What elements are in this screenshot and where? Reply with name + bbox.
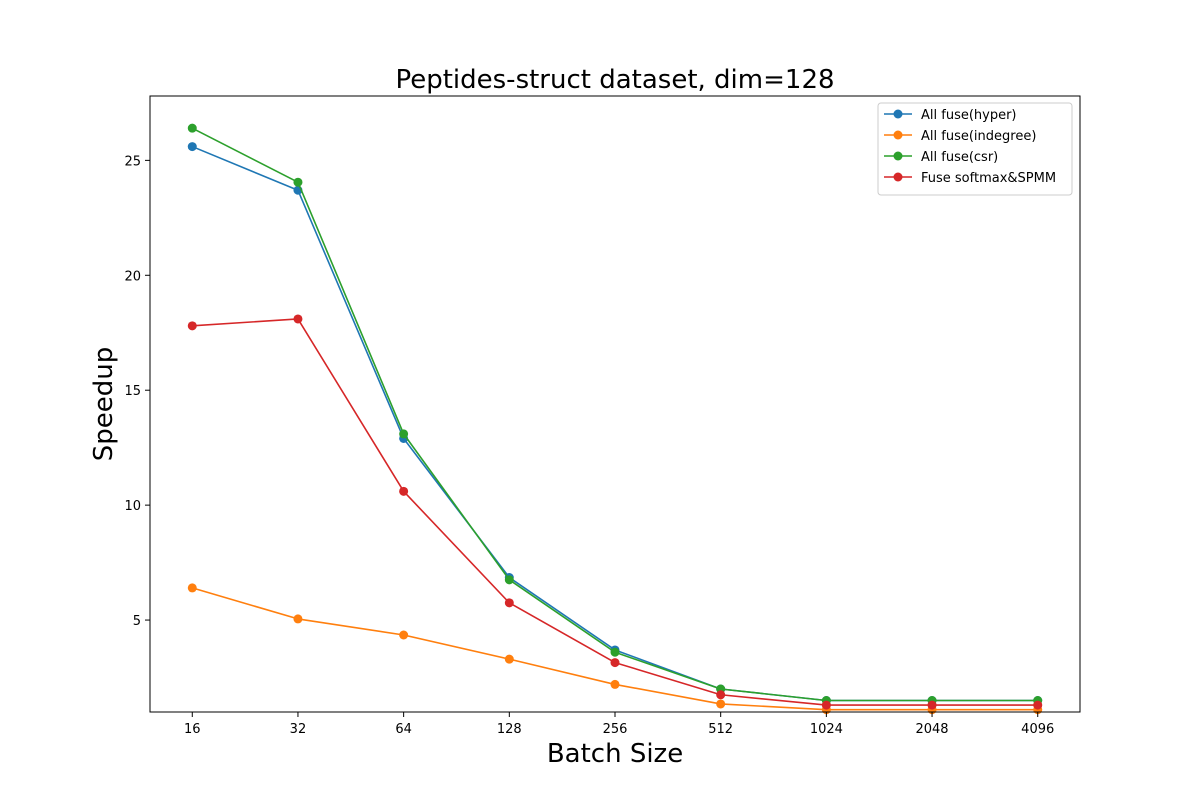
y-tick-label: 5	[133, 614, 141, 629]
chart-title: Peptides-struct dataset, dim=128	[395, 65, 834, 95]
x-tick-label: 256	[603, 722, 628, 737]
legend-swatch-marker	[893, 151, 903, 161]
data-point	[821, 700, 831, 710]
legend-label: Fuse softmax&SPMM	[921, 171, 1056, 186]
legend-box	[877, 102, 1073, 196]
data-point	[1033, 700, 1043, 710]
x-tick-label: 16	[184, 722, 201, 737]
data-point	[399, 486, 409, 496]
data-point	[399, 429, 409, 439]
legend-item: All fuse(indegree)	[884, 129, 1036, 144]
data-point	[187, 123, 197, 133]
y-axis-label: Speedup	[89, 347, 119, 462]
y-axis: 5 10 15 20 25	[124, 154, 150, 629]
legend-item: All fuse(csr)	[884, 150, 998, 165]
plot-area	[187, 123, 1043, 715]
y-tick-label: 25	[124, 154, 141, 169]
legend-label: All fuse(csr)	[921, 150, 998, 165]
data-point	[399, 630, 409, 640]
data-point	[716, 690, 726, 700]
data-point	[187, 142, 197, 152]
y-tick-label: 15	[124, 384, 141, 399]
data-point	[610, 647, 620, 657]
x-tick-label: 32	[290, 722, 307, 737]
legend-item: Fuse softmax&SPMM	[884, 171, 1056, 186]
legend-swatch-marker	[893, 172, 903, 182]
data-point	[610, 679, 620, 689]
x-tick-label: 64	[395, 722, 412, 737]
data-point	[716, 699, 726, 709]
legend-swatch-marker	[893, 130, 903, 140]
x-axis: 16 32 64 128 256 512 1024 2048 4096	[184, 712, 1054, 737]
data-point	[293, 614, 303, 624]
data-point	[504, 575, 514, 585]
x-tick-label: 1024	[810, 722, 843, 737]
legend: All fuse(hyper) All fuse(indegree) All fus…	[877, 102, 1073, 196]
data-point	[293, 177, 303, 187]
legend-item: All fuse(hyper)	[884, 108, 1017, 123]
data-point	[504, 654, 514, 664]
data-point	[610, 658, 620, 668]
data-point	[293, 314, 303, 324]
y-tick-label: 20	[124, 269, 141, 284]
data-point	[187, 583, 197, 593]
series-4	[187, 314, 1043, 710]
y-tick-label: 10	[124, 499, 141, 514]
x-tick-label: 128	[497, 722, 522, 737]
legend-label: All fuse(hyper)	[921, 108, 1017, 123]
legend-swatch-marker	[893, 109, 903, 119]
data-point	[504, 598, 514, 608]
data-point	[187, 321, 197, 331]
x-tick-label: 2048	[915, 722, 948, 737]
x-tick-label: 4096	[1021, 722, 1054, 737]
legend-label: All fuse(indegree)	[921, 129, 1036, 144]
x-tick-label: 512	[708, 722, 733, 737]
x-axis-label: Batch Size	[547, 739, 683, 769]
data-point	[927, 700, 937, 710]
